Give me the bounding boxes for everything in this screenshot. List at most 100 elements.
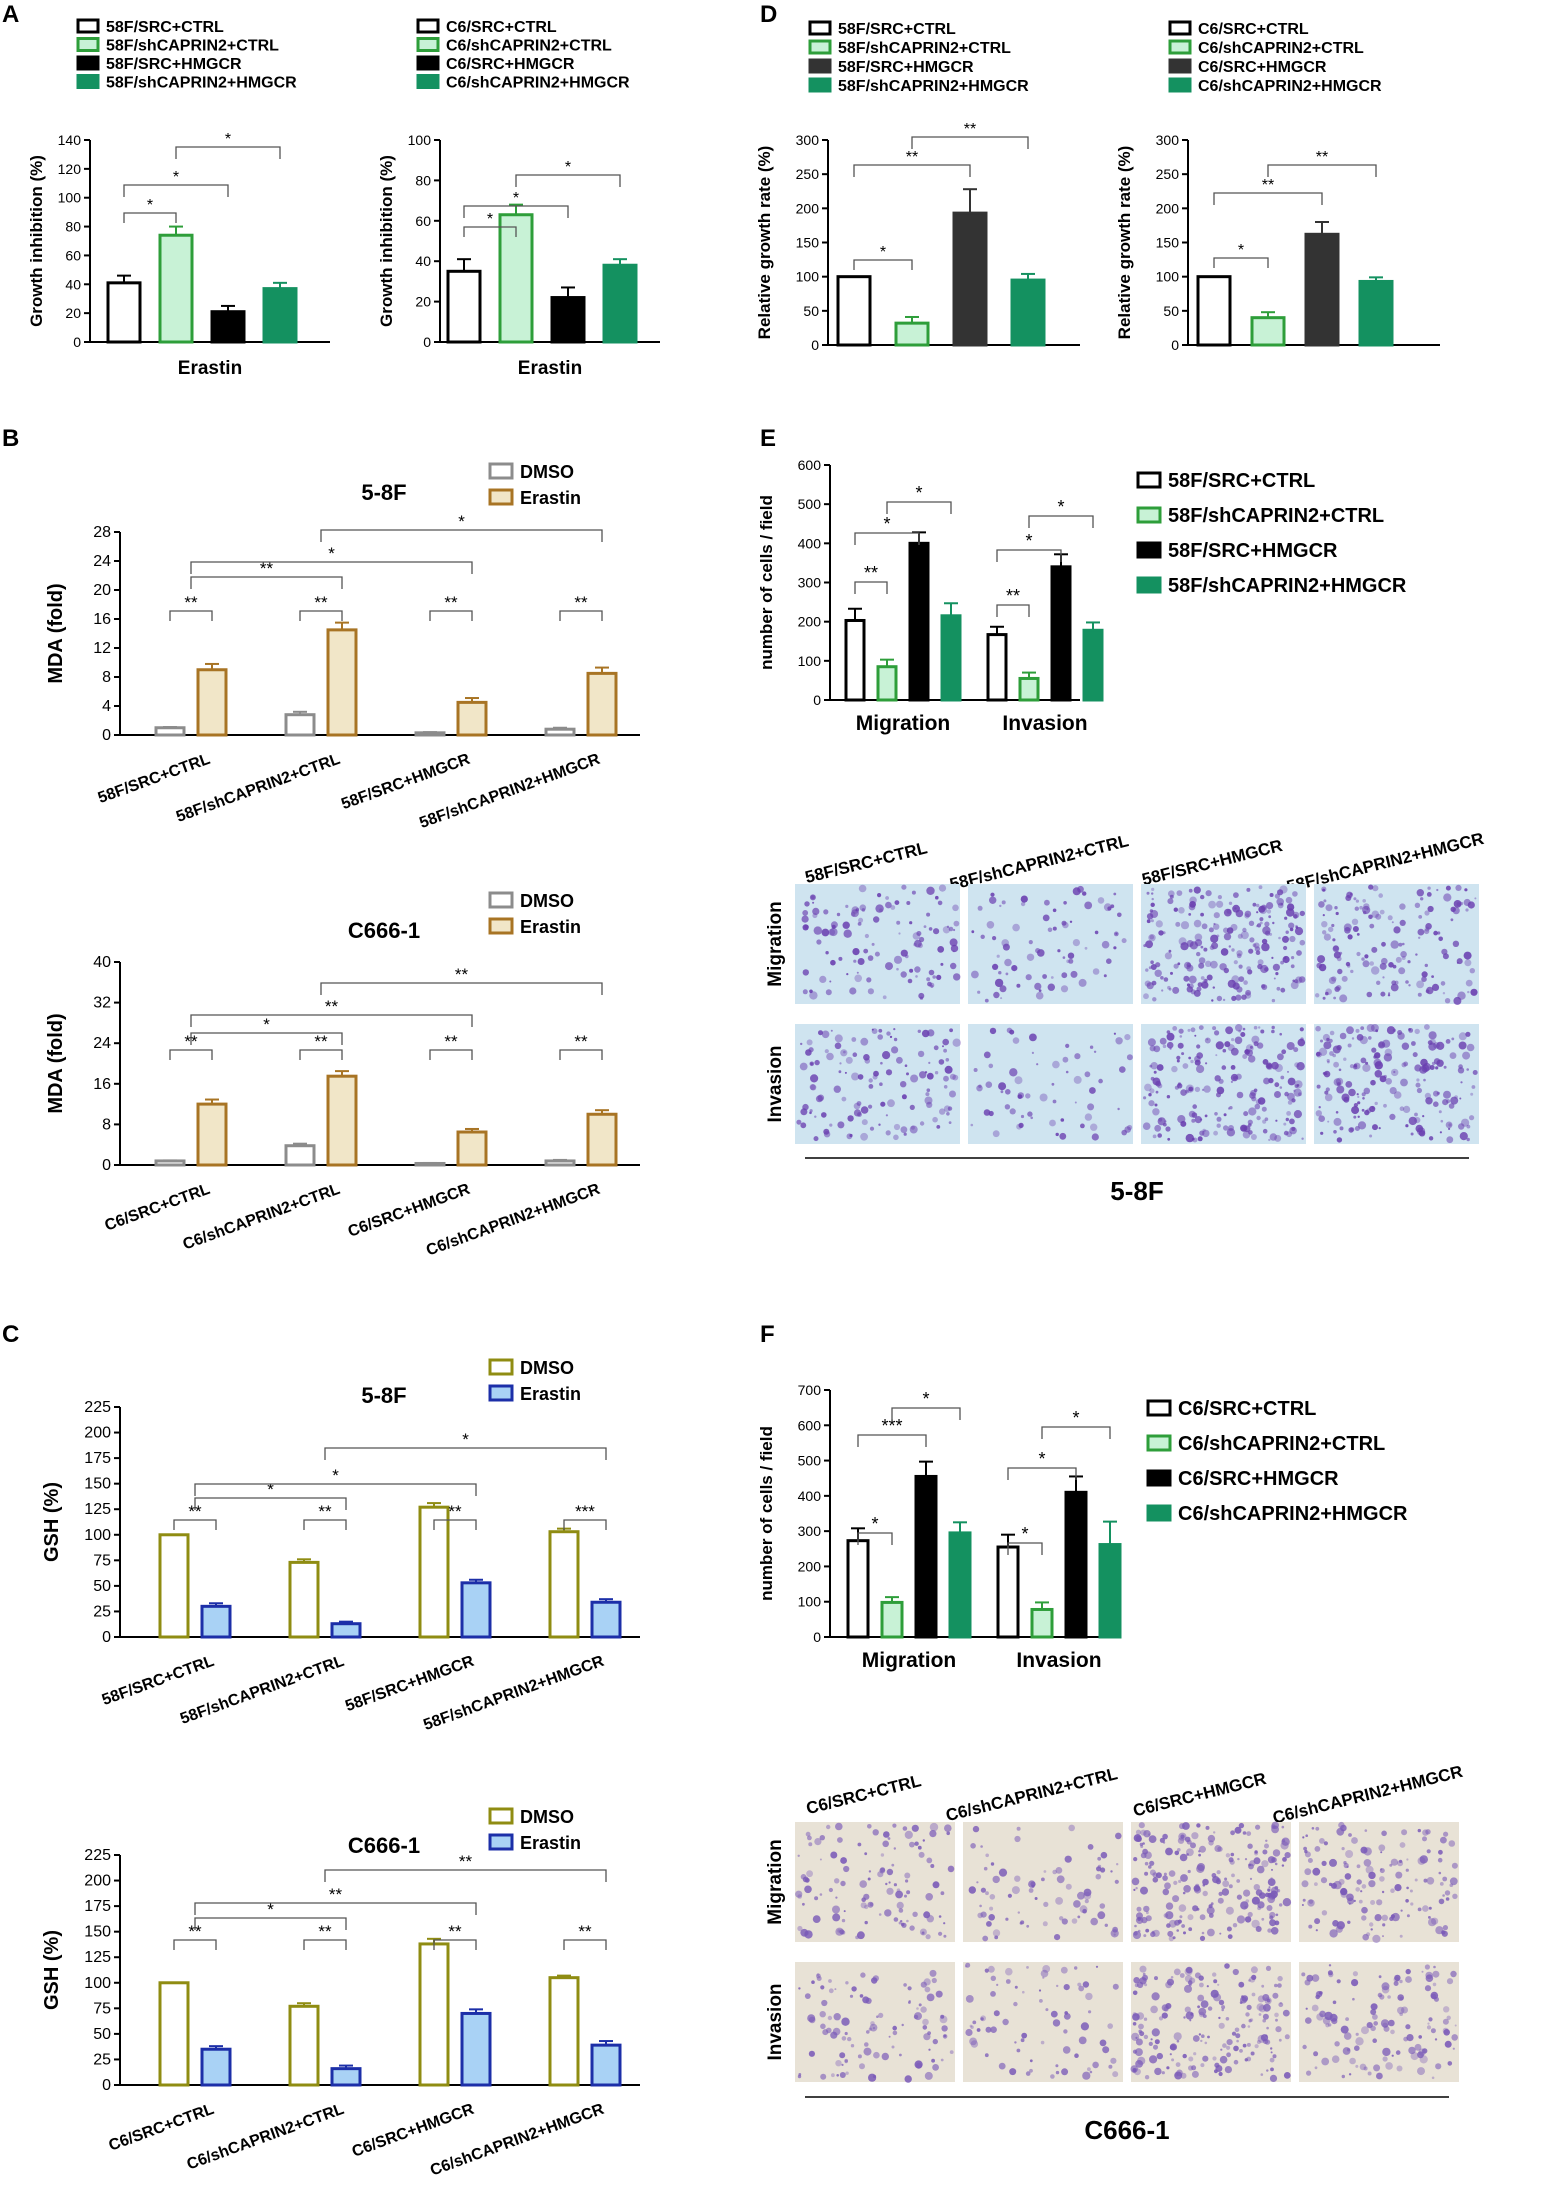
stained-cell <box>1328 976 1336 985</box>
stained-cell <box>1231 1038 1235 1042</box>
stained-cell <box>906 1072 909 1076</box>
stained-cell <box>1452 1893 1458 1900</box>
stained-cell <box>1256 923 1262 928</box>
stained-cell <box>1162 1833 1168 1840</box>
stained-cell <box>1158 1117 1163 1122</box>
stained-cell <box>885 1882 888 1886</box>
stained-cell <box>876 2015 879 2018</box>
stained-cell <box>1165 2003 1172 2009</box>
stained-cell <box>839 2052 846 2059</box>
stained-cell <box>821 1112 827 1118</box>
stained-cell <box>1314 2066 1318 2070</box>
stained-cell <box>1444 2040 1452 2048</box>
stained-cell <box>1174 1850 1180 1856</box>
stained-cell <box>1294 927 1304 936</box>
stained-cell <box>1006 1027 1013 1034</box>
stained-cell <box>994 978 1004 988</box>
stained-cell <box>1279 1086 1283 1089</box>
stained-cell <box>1423 1078 1426 1082</box>
bar <box>200 2047 232 2087</box>
stained-cell <box>893 1123 901 1131</box>
stained-cell <box>1200 894 1205 900</box>
stained-cell <box>909 1841 915 1848</box>
stained-cell <box>1446 1978 1454 1985</box>
stained-cell <box>796 1119 802 1125</box>
stained-cell <box>1331 976 1337 982</box>
stained-cell <box>1381 1914 1389 1922</box>
y-tick-label: 0 <box>102 1157 111 1174</box>
stained-cell <box>1131 1877 1140 1886</box>
stained-cell <box>850 912 856 917</box>
stained-cell <box>1043 1870 1047 1873</box>
stained-cell <box>1290 964 1295 969</box>
stained-cell <box>1065 1043 1070 1048</box>
stained-cell <box>1136 1981 1144 1989</box>
image-column-label: 58F/SRC+CTRL <box>803 838 929 887</box>
stained-cell <box>1115 1832 1122 1840</box>
stained-cell <box>1182 2053 1187 2059</box>
stained-cell <box>1080 1123 1085 1129</box>
stained-cell <box>1414 1028 1420 1035</box>
stained-cell <box>1169 894 1174 899</box>
stained-cell <box>811 1980 815 1984</box>
legend-swatch <box>488 1833 514 1851</box>
stained-cell <box>1230 1830 1235 1836</box>
stained-cell <box>909 1125 918 1134</box>
stained-cell <box>1152 997 1157 1002</box>
stained-cell <box>1351 1837 1358 1844</box>
stained-cell <box>880 1853 885 1857</box>
stained-cell <box>868 1104 873 1109</box>
stained-cell <box>840 1880 846 1887</box>
stained-cell <box>1072 939 1080 947</box>
bar <box>550 296 586 344</box>
stained-cell <box>1269 1919 1277 1927</box>
y-tick-label: 300 <box>798 575 822 591</box>
micrograph-background <box>795 1024 960 1144</box>
panel-letter-c: C <box>2 1321 19 1348</box>
bar <box>952 211 988 347</box>
stained-cell <box>953 928 956 932</box>
stained-cell <box>830 1029 833 1032</box>
stained-cell <box>1103 974 1107 978</box>
stained-cell <box>1449 1877 1458 1886</box>
stained-cell <box>1366 2022 1373 2029</box>
stained-cell <box>1434 2038 1438 2041</box>
stained-cell <box>839 1929 845 1935</box>
y-tick-label: 100 <box>1156 269 1180 285</box>
stained-cell <box>1378 1844 1386 1852</box>
stained-cell <box>1387 915 1393 921</box>
stained-cell <box>1248 2019 1252 2023</box>
stained-cell <box>1378 1975 1382 1979</box>
stained-cell <box>882 1051 891 1060</box>
y-tick-label: 80 <box>65 219 81 235</box>
significance-bracket <box>463 205 569 218</box>
stained-cell <box>1457 1067 1465 1074</box>
y-tick-label: 20 <box>415 294 431 310</box>
y-tick-label: 400 <box>798 535 822 551</box>
stained-cell <box>829 927 838 937</box>
y-tick-label: 250 <box>796 166 820 182</box>
stained-cell <box>1143 2017 1148 2021</box>
stained-cell <box>942 1045 944 1048</box>
stained-cell <box>1180 942 1189 951</box>
stained-cell <box>819 1835 825 1841</box>
stained-cell <box>947 1865 955 1873</box>
stained-cell <box>1293 1088 1302 1097</box>
legend-swatch <box>1146 1434 1172 1452</box>
stained-cell <box>1371 910 1380 918</box>
legend-label: 58F/shCAPRIN2+CTRL <box>1168 505 1384 527</box>
stained-cell <box>1167 985 1171 990</box>
stained-cell <box>1176 1929 1179 1932</box>
stained-cell <box>1073 1900 1081 1908</box>
stained-cell <box>896 967 899 971</box>
stained-cell <box>932 2064 939 2071</box>
stained-cell <box>1322 996 1326 1000</box>
stained-cell <box>1360 1057 1367 1064</box>
stained-cell <box>1113 892 1117 896</box>
stained-cell <box>1343 1057 1347 1061</box>
stained-cell <box>1294 1062 1300 1068</box>
stained-cell <box>843 1865 850 1873</box>
stained-cell <box>1428 1916 1431 1919</box>
stained-cell <box>1101 940 1110 949</box>
stained-cell <box>1254 1103 1261 1110</box>
